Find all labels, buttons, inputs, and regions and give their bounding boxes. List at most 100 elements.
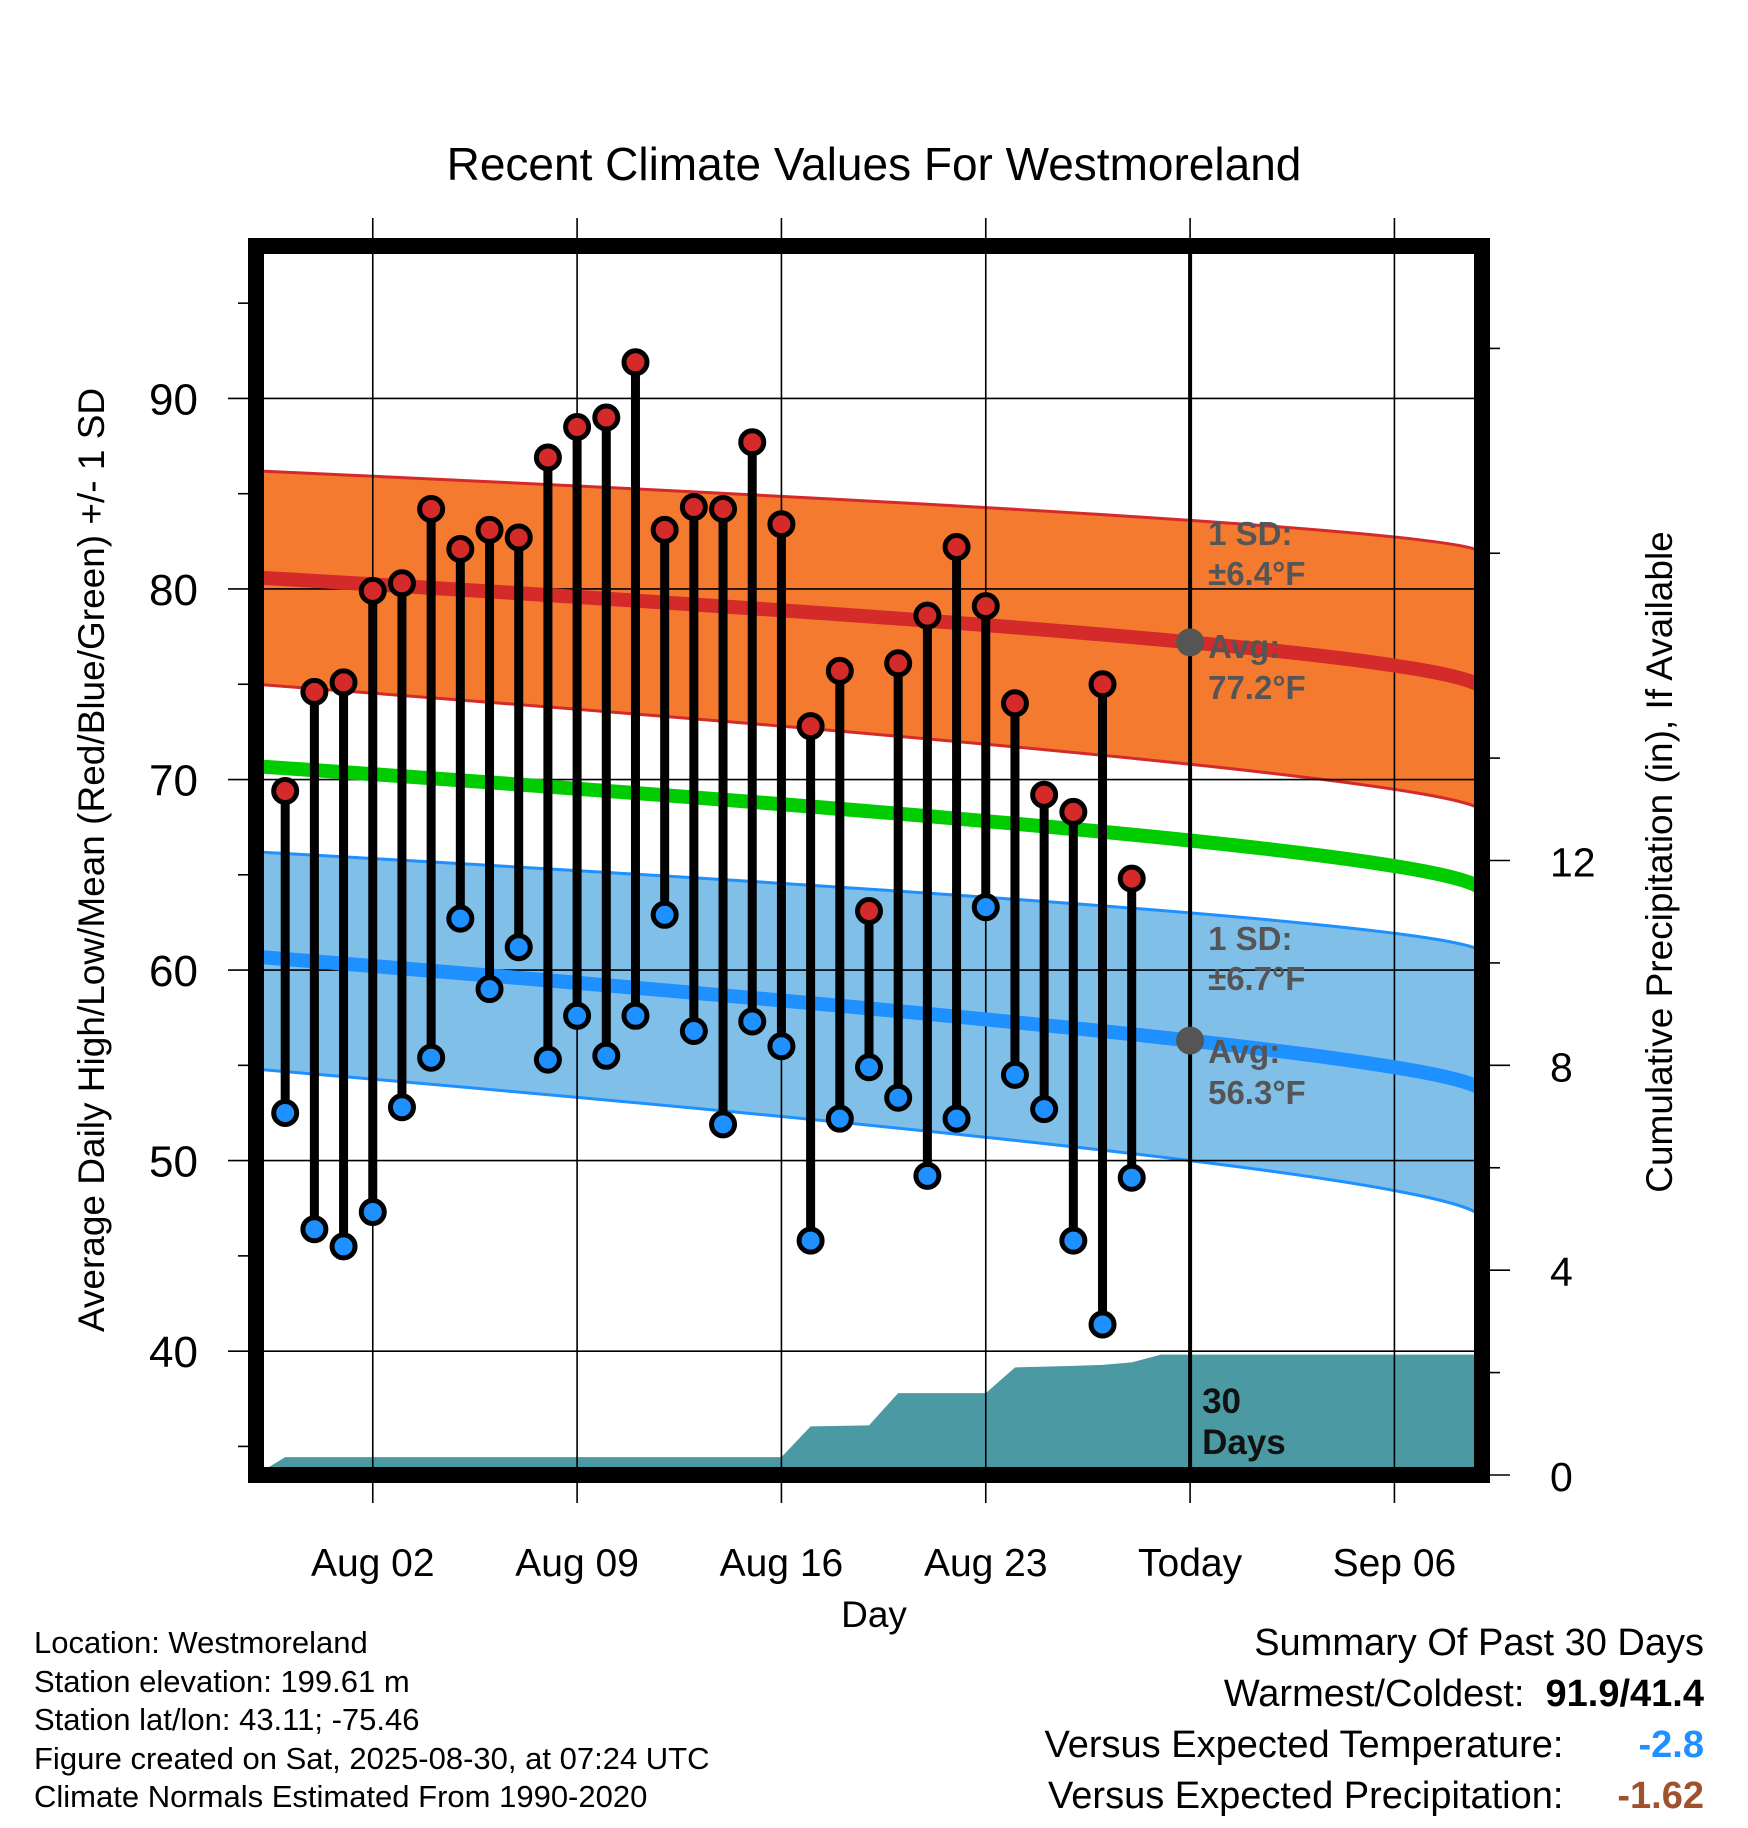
today-avg-low-marker	[1176, 1026, 1205, 1055]
daily-high-point	[855, 896, 883, 925]
elevation-text: Station elevation: 199.61 m	[34, 1663, 410, 1699]
warmest-coldest-label: Warmest/Coldest:	[1223, 1673, 1525, 1715]
x-tick-label: Aug 02	[311, 1542, 435, 1585]
daily-high-point	[621, 348, 650, 377]
daily-low-point	[884, 1083, 913, 1112]
daily-high-point	[738, 428, 767, 457]
low-sd-label: 1 SD:	[1208, 920, 1292, 957]
daily-low-point	[1030, 1095, 1059, 1124]
daily-low-point	[679, 1017, 708, 1046]
daily-low-point	[825, 1104, 854, 1133]
daily-low-point	[767, 1032, 796, 1061]
daily-low-point	[971, 893, 1000, 922]
daily-high-point	[1117, 864, 1146, 893]
daily-low-point	[271, 1098, 300, 1127]
summary-title: Summary Of Past 30 Days	[1254, 1622, 1704, 1664]
x-axis-label: Day	[841, 1594, 907, 1635]
daily-high-point	[913, 601, 942, 630]
daily-high-point	[1088, 670, 1117, 699]
daily-low-point	[300, 1215, 329, 1244]
summary-panel: Summary Of Past 30 Days Warmest/Coldest:…	[1045, 1618, 1704, 1822]
daily-low-point	[855, 1053, 883, 1082]
daily-low-point	[796, 1226, 825, 1255]
daily-high-point	[533, 443, 562, 472]
daily-high-point	[1000, 689, 1029, 718]
y-tick-label: 90	[149, 375, 198, 424]
plot-frame	[248, 238, 1490, 1483]
daily-high-point	[884, 649, 913, 678]
y-tick-label: 80	[149, 566, 198, 615]
daily-high-point	[563, 413, 592, 442]
warmest-coldest-value: 91.9/41.4	[1545, 1673, 1704, 1715]
daily-high-point	[300, 677, 329, 706]
x-tick-label: Aug 16	[720, 1542, 844, 1585]
daily-high-point	[650, 515, 679, 544]
high-sd-value: ±6.4°F	[1208, 555, 1305, 592]
daily-low-point	[387, 1093, 416, 1122]
daily-low-point	[563, 1001, 592, 1030]
daily-high-point	[592, 403, 621, 432]
high-avg-label: Avg:	[1208, 628, 1280, 665]
daily-high-point	[709, 494, 738, 523]
daily-low-point	[533, 1045, 562, 1074]
y2-tick-label: 4	[1550, 1249, 1573, 1295]
daily-low-point	[592, 1041, 621, 1070]
location-text: Location: Westmoreland	[34, 1625, 368, 1660]
y2-tick-label: 8	[1550, 1044, 1573, 1090]
daily-low-point	[475, 975, 504, 1004]
daily-high-point	[825, 656, 854, 685]
daily-low-point	[417, 1043, 446, 1072]
latlon-text: Station lat/lon: 43.11; -75.46	[34, 1702, 420, 1737]
daily-low-point	[1000, 1060, 1029, 1089]
chart-title: Recent Climate Values For Westmoreland	[447, 138, 1302, 190]
x-tick-label: Aug 09	[515, 1542, 639, 1585]
daily-low-point	[446, 904, 475, 933]
x-tick-label: Today	[1138, 1542, 1243, 1585]
created-text: Figure created on Sat, 2025-08-30, at 07…	[34, 1740, 710, 1776]
y2-tick-label: 0	[1550, 1454, 1573, 1500]
days-count-label: 30	[1202, 1382, 1241, 1421]
daily-low-point	[358, 1198, 387, 1227]
y-tick-label: 70	[149, 757, 198, 806]
daily-low-point	[709, 1110, 738, 1139]
daily-high-point	[971, 592, 1000, 621]
daily-high-point	[387, 569, 416, 598]
daily-low-point	[738, 1007, 767, 1036]
daily-high-point	[679, 493, 708, 522]
daily-low-point	[650, 900, 679, 929]
y-tick-label: 50	[149, 1138, 198, 1187]
daily-high-point	[329, 668, 358, 697]
daily-low-point	[621, 1001, 650, 1030]
daily-high-point	[1030, 780, 1059, 809]
x-tick-label: Sep 06	[1333, 1542, 1457, 1585]
low-avg-value: 56.3°F	[1208, 1074, 1306, 1111]
low-sd-value: ±6.7°F	[1208, 960, 1305, 997]
warmest-coldest-row: Warmest/Coldest: 91.9/41.4	[1045, 1669, 1704, 1720]
plot-inner	[256, 246, 1482, 1475]
high-sd-label: 1 SD:	[1208, 515, 1292, 552]
grid-lines	[256, 246, 1482, 1475]
daily-high-point	[417, 494, 446, 523]
y-tick-label: 60	[149, 947, 198, 996]
precip-area	[256, 1354, 1482, 1475]
precip-anomaly-value: -1.62	[1617, 1775, 1704, 1817]
station-info: Location: Westmoreland Station elevation…	[34, 1624, 710, 1817]
normals-text: Climate Normals Estimated From 1990-2020	[34, 1779, 648, 1814]
daily-high-point	[796, 712, 825, 741]
x-tick-label: Aug 23	[924, 1542, 1048, 1585]
high-avg-value: 77.2°F	[1208, 669, 1306, 706]
y-tick-label: 40	[149, 1328, 198, 1377]
daily-low-point	[1088, 1310, 1117, 1339]
high-sd-band	[256, 470, 1482, 814]
daily-low-point	[942, 1104, 971, 1133]
daily-low-point	[329, 1232, 358, 1261]
daily-high-point	[504, 523, 533, 552]
daily-low-point	[504, 933, 533, 962]
daily-high-point	[446, 534, 475, 563]
daily-low-point	[1059, 1226, 1088, 1255]
temp-anomaly-row: Versus Expected Temperature: -2.8	[1045, 1720, 1704, 1771]
daily-high-point	[1059, 797, 1088, 826]
y2-tick-label: 12	[1550, 840, 1596, 886]
temp-anomaly-value: -2.8	[1638, 1724, 1704, 1766]
